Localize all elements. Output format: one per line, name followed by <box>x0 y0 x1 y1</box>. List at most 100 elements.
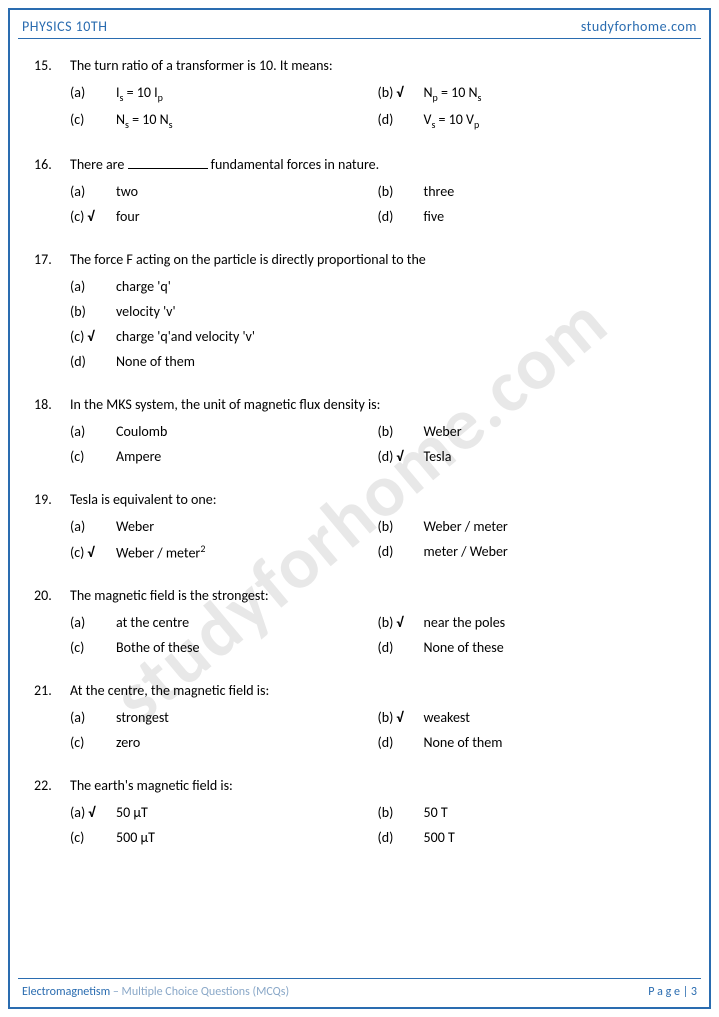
option-label: (c) √ <box>70 326 116 347</box>
question: 15.The turn ratio of a transformer is 10… <box>34 55 685 132</box>
question: 19.Tesla is equivalent to one: (a)Weber(b… <box>34 489 685 564</box>
check-icon: √ <box>396 707 403 728</box>
option: (b)50 T <box>378 802 686 823</box>
option: (c)Ampere <box>70 446 378 467</box>
option-text: 500 T <box>424 827 686 848</box>
option: (c) √Weber / meter2 <box>70 541 378 564</box>
option: (b) √weakest <box>378 707 686 728</box>
page-footer: Electromagnetism – Multiple Choice Quest… <box>22 985 697 999</box>
header-rule <box>18 38 701 39</box>
option: (b)Weber <box>378 421 686 442</box>
option: (c)Bothe of these <box>70 637 378 658</box>
option: (a)at the centre <box>70 612 378 633</box>
option-label: (c) √ <box>70 206 116 227</box>
options: (a) √50 μT(b)50 T (c)500 μT(d)500 T <box>34 802 685 848</box>
option-label: (a) <box>70 82 116 103</box>
option-text: Is = 10 Ip <box>116 82 378 105</box>
option-text: 50 μT <box>116 802 378 823</box>
question: 22.The earth's magnetic field is:(a) √50… <box>34 775 685 848</box>
option-label: (c) <box>70 446 116 467</box>
check-icon: √ <box>87 206 94 227</box>
question: 21.At the centre, the magnetic field is:… <box>34 680 685 753</box>
question-head: 22.The earth's magnetic field is: <box>34 775 685 796</box>
options: (a)strongest(b) √weakest (c)zero(d)None o… <box>34 707 685 753</box>
option-label: (b) <box>378 516 424 537</box>
footer-rule <box>18 978 701 979</box>
header-right: studyforhome.com <box>581 18 697 35</box>
option-row: (c) √four(d)five <box>70 206 685 227</box>
option: (a)Coulomb <box>70 421 378 442</box>
option: (d)five <box>378 206 686 227</box>
question-text: In the MKS system, the unit of magnetic … <box>70 394 685 415</box>
option-label: (a) <box>70 276 116 297</box>
footer-left: Electromagnetism – Multiple Choice Quest… <box>22 985 289 999</box>
option-label: (a) √ <box>70 802 116 823</box>
option-label: (c) <box>70 109 116 130</box>
question-head: 15.The turn ratio of a transformer is 10… <box>34 55 685 76</box>
option: (a)two <box>70 181 378 202</box>
option: (a)Weber <box>70 516 378 537</box>
option-text: velocity 'v' <box>116 301 685 322</box>
option-label: (b) <box>70 301 116 322</box>
option-text: Ampere <box>116 446 378 467</box>
option-label: (d) <box>70 351 116 372</box>
question-number: 20. <box>34 585 70 606</box>
option-row: (c)500 μT(d)500 T <box>70 827 685 848</box>
option-label: (b) <box>378 802 424 823</box>
option-text: Ns = 10 Ns <box>116 109 378 132</box>
option-row: (a)Coulomb(b)Weber <box>70 421 685 442</box>
option-label: (b) √ <box>378 707 424 728</box>
option-label: (c) √ <box>70 542 116 563</box>
option-label: (b) √ <box>378 612 424 633</box>
option-row: (c)Ns = 10 Ns(d)Vs = 10 Vp <box>70 109 685 132</box>
option: (d) √Tesla <box>378 446 686 467</box>
option-label: (d) <box>378 109 424 130</box>
option-text: Weber <box>424 421 686 442</box>
option-row: (a)Weber(b)Weber / meter <box>70 516 685 537</box>
question-number: 22. <box>34 775 70 796</box>
options: (a)Coulomb(b)Weber(c)Ampere(d) √Tesla <box>34 421 685 467</box>
options: (a)at the centre(b) √near the poles(c)Bo… <box>34 612 685 658</box>
option-label: (c) <box>70 732 116 753</box>
option-row: (c)Ampere(d) √Tesla <box>70 446 685 467</box>
option-text: at the centre <box>116 612 378 633</box>
check-icon: √ <box>396 612 403 633</box>
option-text: Np = 10 Ns <box>424 82 686 105</box>
option-label: (a) <box>70 421 116 442</box>
option-row: (a)strongest(b) √weakest <box>70 707 685 728</box>
footer-subtitle: – Multiple Choice Questions (MCQs) <box>110 985 289 999</box>
option: (d)meter / Weber <box>378 541 686 564</box>
option: (d)None of them <box>378 732 686 753</box>
option: (c)Ns = 10 Ns <box>70 109 378 132</box>
question-head: 19.Tesla is equivalent to one: <box>34 489 685 510</box>
option-text: None of these <box>424 637 686 658</box>
question-number: 16. <box>34 154 70 175</box>
option-label: (a) <box>70 612 116 633</box>
option-row: (c) √Weber / meter2(d)meter / Weber <box>70 541 685 564</box>
footer-page: P a g e | 3 <box>648 985 697 999</box>
option-label: (d) <box>378 541 424 562</box>
option-text: zero <box>116 732 378 753</box>
options: (a)charge 'q'(b)velocity 'v'(c) √charge … <box>34 276 685 372</box>
question: 17.The force F acting on the particle is… <box>34 249 685 372</box>
option: (d)None of them <box>70 351 685 372</box>
option-text: charge 'q'and velocity 'v' <box>116 326 685 347</box>
question-number: 17. <box>34 249 70 270</box>
question-text: The force F acting on the particle is di… <box>70 249 685 270</box>
check-icon: √ <box>396 446 403 467</box>
option: (c) √four <box>70 206 378 227</box>
option-label: (b) √ <box>378 82 424 103</box>
check-icon: √ <box>87 326 94 347</box>
question: 18.In the MKS system, the unit of magnet… <box>34 394 685 467</box>
options: (a)Is = 10 Ip(b) √Np = 10 Ns(c)Ns = 10 N… <box>34 82 685 132</box>
option-label: (d) <box>378 206 424 227</box>
option: (b) √Np = 10 Ns <box>378 82 686 105</box>
page-header: PHYSICS 10TH studyforhome.com <box>22 18 697 35</box>
option-text: None of them <box>116 351 685 372</box>
option-text: Weber <box>116 516 378 537</box>
check-icon: √ <box>396 82 403 103</box>
option-label: (d) <box>378 732 424 753</box>
option-text: Coulomb <box>116 421 378 442</box>
question-number: 15. <box>34 55 70 76</box>
option: (a)Is = 10 Ip <box>70 82 378 105</box>
